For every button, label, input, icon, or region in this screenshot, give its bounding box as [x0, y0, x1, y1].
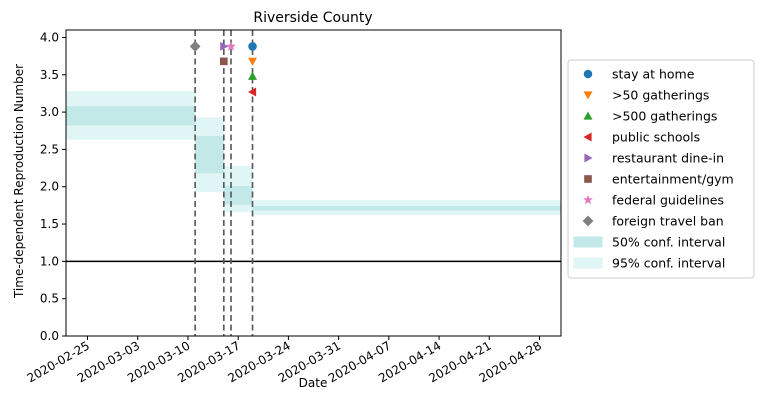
y-tick-label-0: 0.0: [40, 329, 59, 343]
intervention-marker-6: [226, 41, 236, 51]
intervention-marker-0: [248, 42, 257, 51]
legend-box: [567, 59, 755, 279]
legend-label-0: stay at home: [612, 67, 695, 82]
legend-label-6: federal guidelines: [612, 193, 724, 208]
legend-swatch-8: [573, 236, 603, 248]
plot-area: [66, 30, 561, 336]
legend-marker-1: [583, 91, 593, 100]
legend-marker-3: [583, 132, 592, 142]
legend-marker-5: [584, 175, 592, 183]
legend-marker-0: [583, 69, 593, 79]
y-tick-label-1: 0.5: [40, 292, 59, 306]
y-tick-label-7: 3.5: [40, 68, 59, 82]
legend-swatch-9: [573, 257, 603, 269]
intervention-marker-3: [248, 87, 257, 97]
y-axis-label: Time-dependent Reproduction Number: [12, 64, 26, 299]
legend-label-1: >50 gatherings: [612, 88, 709, 103]
legend-label-2: >500 gatherings: [612, 109, 717, 124]
legend-marker-4: [584, 153, 593, 163]
legend-marker-6: [583, 194, 593, 205]
legend: stay at home >50 gatherings >500 gathering…: [567, 59, 755, 279]
intervention-marker-5: [220, 57, 228, 66]
intervention-marker-1: [248, 57, 258, 66]
chart-title: Riverside County: [253, 10, 372, 26]
legend-label-9: 95% conf. interval: [612, 256, 725, 271]
ci50-band-3: [252, 206, 562, 211]
plot-frame: [65, 29, 562, 337]
y-tick-label-6: 3.0: [40, 105, 59, 119]
intervention-marker-2: [248, 71, 258, 80]
ci50-band-0: [66, 106, 196, 126]
legend-marker-7: [582, 215, 594, 227]
y-tick-label-4: 2.0: [40, 180, 59, 194]
legend-label-4: restaurant dine-in: [612, 151, 724, 166]
legend-label-7: foreign travel ban: [612, 214, 724, 229]
legend-label-3: public schools: [612, 130, 700, 145]
ci50-band-2: [223, 185, 253, 205]
x-axis-label: Date: [299, 376, 328, 390]
legend-label-5: entertainment/gym: [612, 172, 734, 187]
y-tick-label-2: 1.0: [40, 254, 59, 268]
legend-label-8: 50% conf. interval: [612, 235, 725, 250]
legend-marker-2: [583, 111, 593, 120]
intervention-marker-7: [189, 41, 201, 52]
y-tick-label-5: 2.5: [40, 142, 59, 156]
y-tick-label-3: 1.5: [40, 217, 59, 231]
y-tick-label-8: 4.0: [40, 30, 59, 44]
ci50-band-1: [195, 135, 224, 174]
intervention-marker-4: [220, 41, 229, 51]
